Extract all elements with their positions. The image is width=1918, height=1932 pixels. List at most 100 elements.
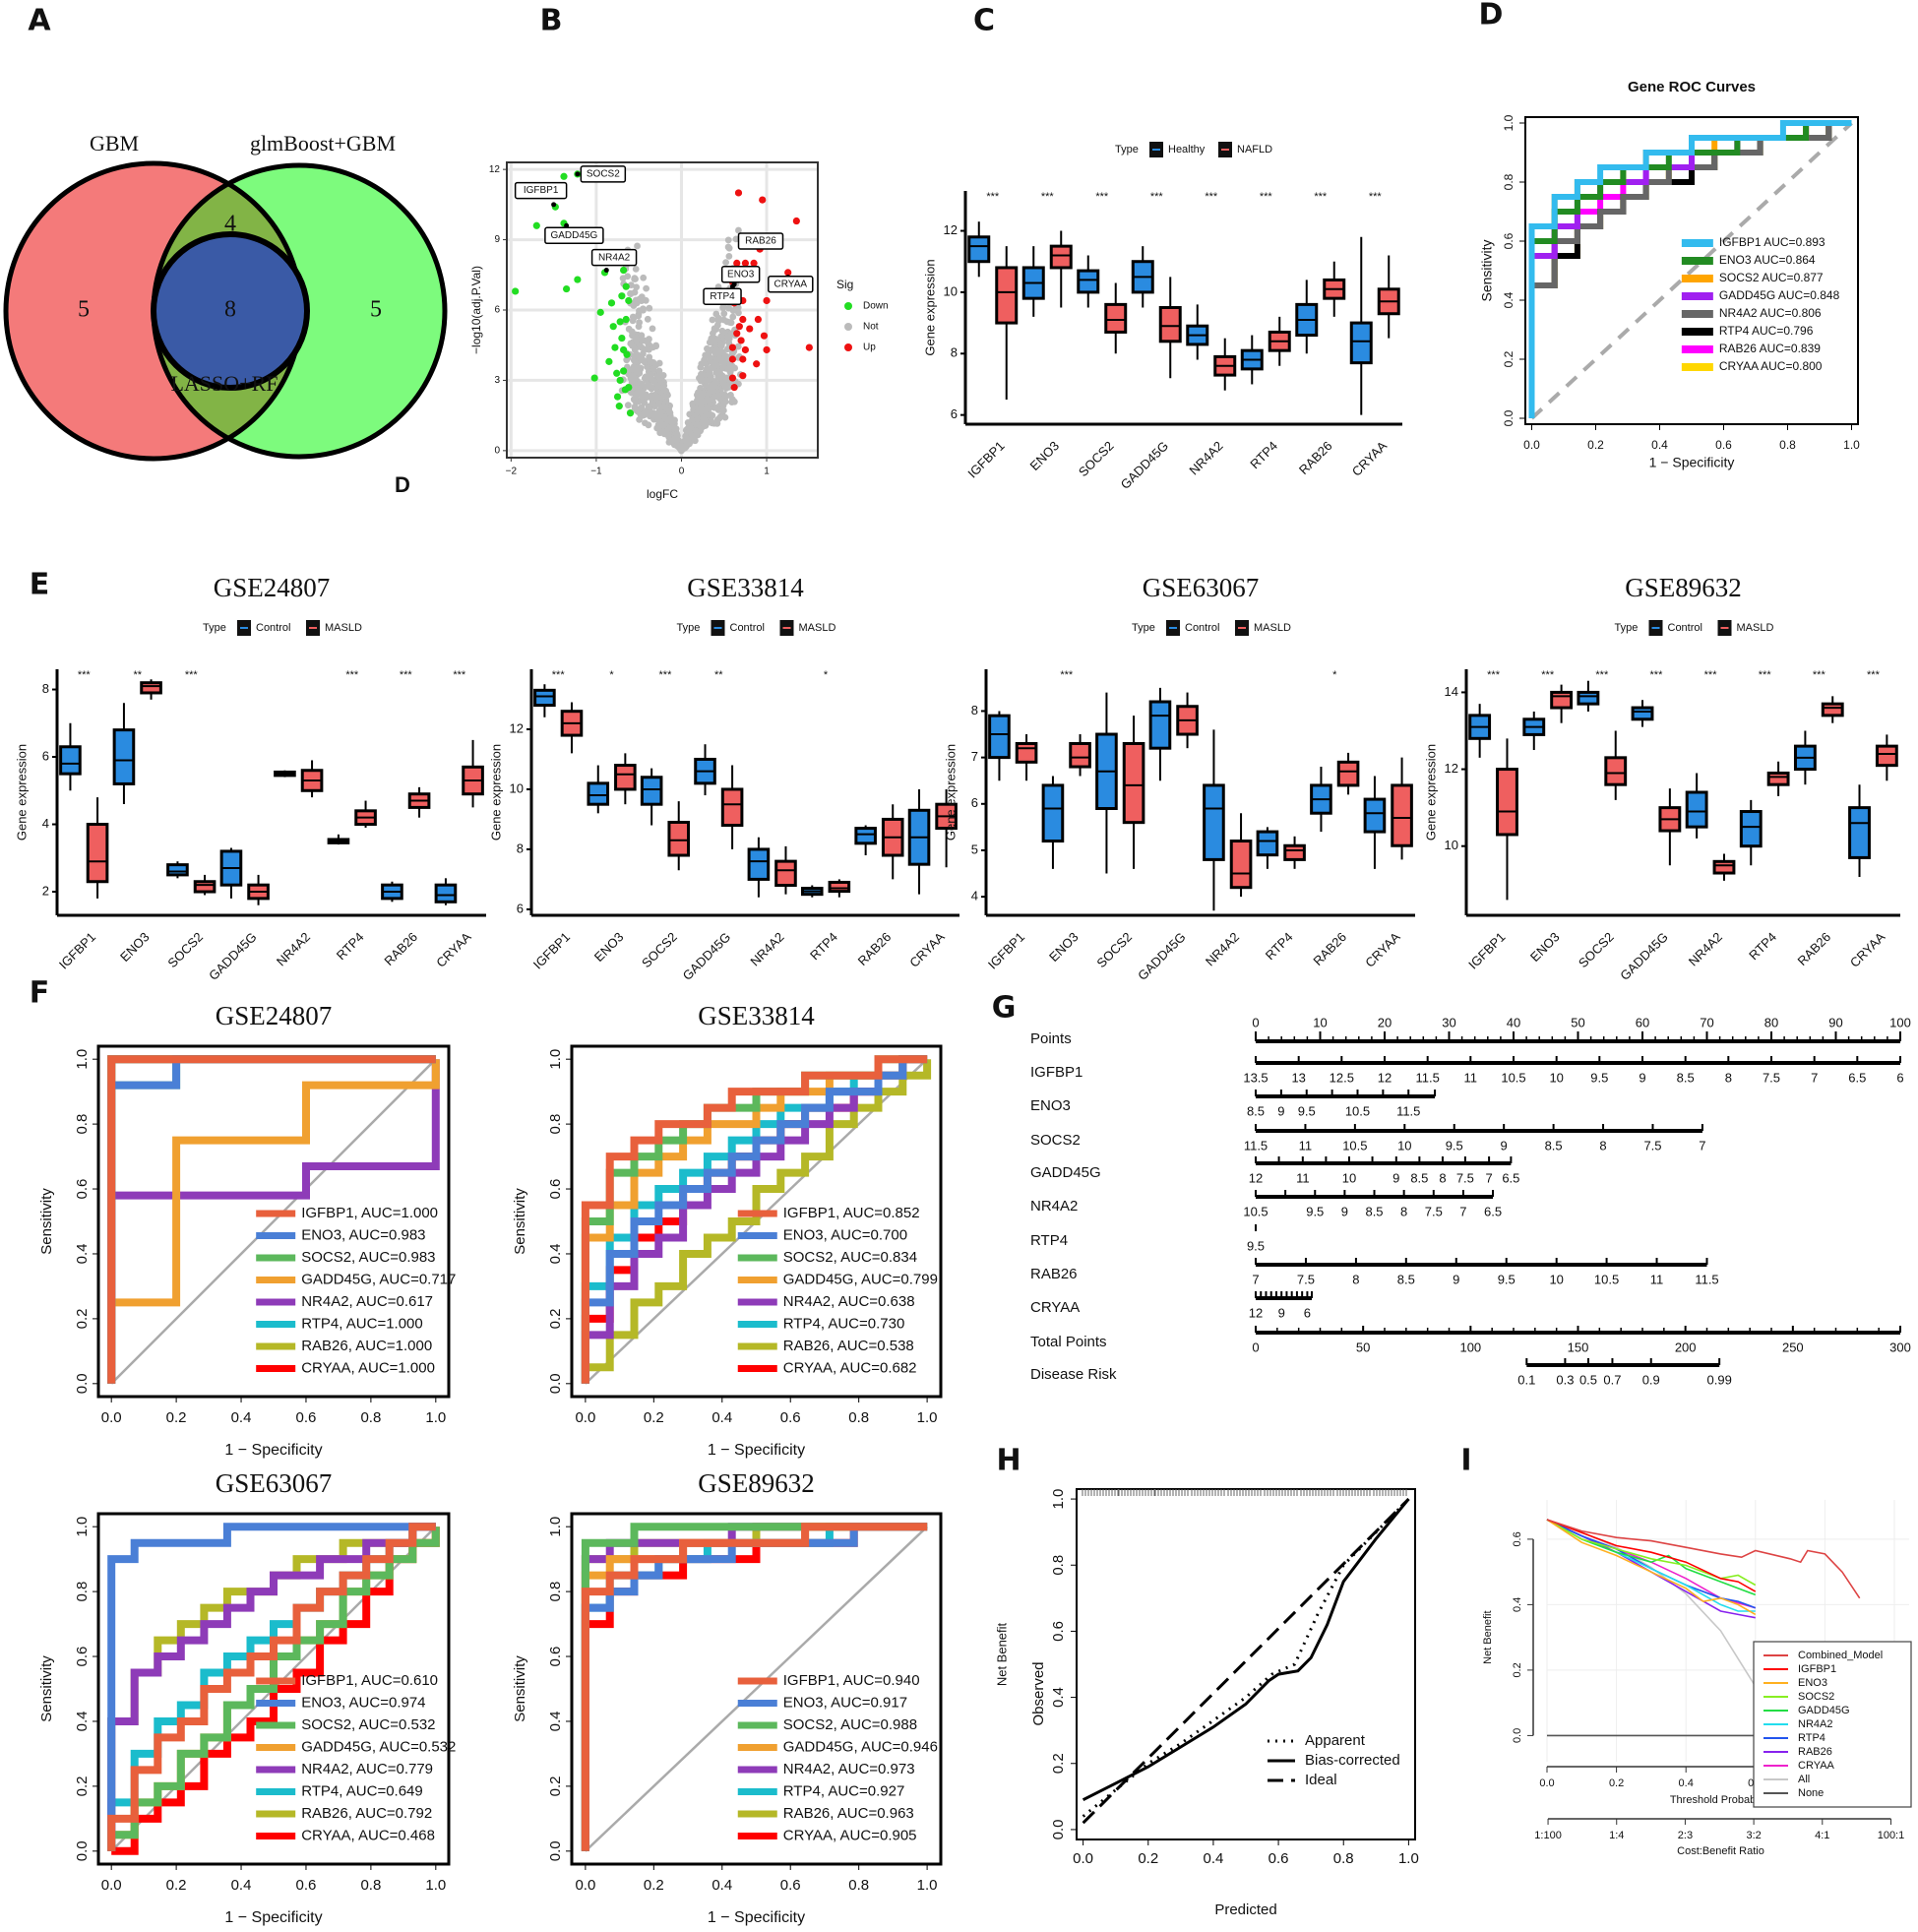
point-down (605, 357, 613, 365)
point-not-significant (719, 402, 727, 409)
x-tick-label: 0.2 (644, 1877, 664, 1894)
nomogram-tick-label: 100 (1889, 1015, 1911, 1029)
y-tick-label: 1.0 (74, 1049, 91, 1070)
point-not-significant (735, 226, 742, 234)
significance-label: *** (1650, 669, 1664, 681)
nomogram-tick-label: 9 (1278, 1305, 1285, 1320)
labeled-point (603, 268, 609, 274)
legend-auc: 0.617 (396, 1293, 433, 1310)
nomogram-tick-label: 6 (1304, 1305, 1311, 1320)
point-up (746, 325, 754, 333)
box-control (1256, 830, 1279, 857)
point-not-significant (651, 393, 659, 401)
legend-separator: , AUC= (351, 1249, 399, 1266)
x-tick-label: 0.6 (296, 1877, 317, 1894)
point-not-significant (700, 390, 708, 398)
legend-separator: AUC= (1760, 271, 1794, 284)
box-control (988, 714, 1011, 760)
nomogram-tick-label: 11.5 (1244, 1138, 1268, 1153)
gene-label: GADD45G (550, 230, 597, 241)
nomogram-tick-label: 8.5 (1545, 1138, 1563, 1153)
gene-label-box (544, 226, 604, 245)
point-not-significant (729, 307, 737, 314)
point-not-significant (697, 363, 705, 371)
legend-separator: , AUC= (348, 1338, 396, 1354)
panel-title: GSE33814 (698, 1001, 815, 1030)
x-tick-label: 0 (679, 467, 685, 477)
nomogram-tick-label: 9 (1639, 1070, 1645, 1085)
significance-label: * (824, 669, 829, 681)
point-up (805, 343, 813, 351)
legend-auc: 0.468 (398, 1827, 435, 1843)
legend-label: Down (863, 301, 889, 312)
legend-separator: , AUC= (830, 1338, 877, 1354)
legend-separator: , AUC= (372, 1271, 419, 1287)
point-not-significant (711, 404, 718, 411)
gene-label-box (768, 276, 814, 293)
legend-label: GADD45G, AUC=0.799 (783, 1271, 938, 1287)
box-masld (1712, 859, 1736, 875)
y-tick-label: 5 (971, 841, 978, 856)
legend-separator: , AUC= (831, 1761, 878, 1777)
legend-auc: 1.000 (401, 1205, 438, 1221)
nomogram-tick-label: 6.5 (1848, 1070, 1866, 1085)
nomogram-tick-label: 10 (1549, 1070, 1563, 1085)
x-tick-label: IGFBP1 (56, 929, 98, 971)
point-not-significant (724, 333, 731, 341)
box-nafld (1049, 244, 1073, 270)
point-not-significant (702, 351, 710, 359)
x-tick-label: −1 (590, 467, 602, 477)
legend-auc: 0.610 (401, 1672, 438, 1689)
point-not-significant (645, 403, 652, 410)
legend-title: Type (1615, 622, 1639, 634)
point-not-significant (619, 275, 627, 282)
box-masld (774, 859, 797, 888)
y-tick-label: 0.0 (74, 1373, 91, 1394)
legend-label: Control (730, 622, 765, 634)
legend-auc: 0.538 (877, 1338, 914, 1354)
legend-label: RAB26, AUC=1.000 (301, 1338, 432, 1354)
roc-curve-igfbp1 (581, 1523, 928, 1851)
point-not-significant (722, 259, 729, 267)
point-not-significant (673, 437, 680, 444)
point-not-significant (729, 313, 737, 321)
point-down (607, 299, 616, 307)
significance-label: * (609, 669, 614, 681)
nomogram-tick-label: 7 (1699, 1138, 1705, 1153)
legend-gene: RTP4 (1719, 324, 1750, 338)
x-tick-label: 0.4 (1203, 1850, 1223, 1867)
panel-title: GSE33814 (687, 573, 804, 602)
legend-label: SOCS2 (1798, 1691, 1834, 1703)
x-tick-label: 1.0 (1843, 438, 1860, 452)
x-tick-label: RAB26 (1296, 438, 1335, 477)
legend-title: Type (203, 622, 226, 634)
legend-gene: IGFBP1 (1719, 235, 1762, 249)
nomogram-tick-label: 300 (1889, 1340, 1911, 1354)
point-down (620, 266, 628, 275)
x-tick-label: GADD45G (1135, 929, 1189, 983)
y-tick-label: 2 (42, 883, 49, 898)
boxplot-panel: Type Healthy NAFLD 6 8 10 12 Gene expression IGF… (922, 142, 1402, 492)
legend-auc: 0.779 (396, 1761, 433, 1777)
x-tick-label: IGFBP1 (530, 929, 573, 971)
gene-label-box (720, 266, 761, 283)
y-tick-label: 0.0 (1512, 1728, 1523, 1743)
labeled-point (575, 171, 581, 177)
point-not-significant (640, 274, 648, 281)
legend-separator: , AUC= (821, 1315, 868, 1332)
x-axis-label: 1 − Specificity (708, 1909, 805, 1926)
nomogram-tick-label: 200 (1675, 1340, 1697, 1354)
legend-label: NR4A2, AUC=0.779 (301, 1761, 433, 1777)
point-not-significant (634, 242, 641, 250)
point-not-significant (673, 430, 680, 438)
point-not-significant (645, 340, 651, 347)
point-not-significant (635, 323, 643, 331)
legend-label: MASLD (325, 622, 362, 634)
y-tick-label: 0.6 (74, 1647, 91, 1667)
y-tick-label: 12 (1445, 761, 1458, 776)
nomogram-tick-label: 11.5 (1396, 1103, 1420, 1118)
legend-label: RTP4, AUC=0.649 (301, 1782, 423, 1799)
legend-gene: GADD45G (301, 1738, 372, 1755)
legend-auc: 0.877 (1794, 271, 1824, 284)
